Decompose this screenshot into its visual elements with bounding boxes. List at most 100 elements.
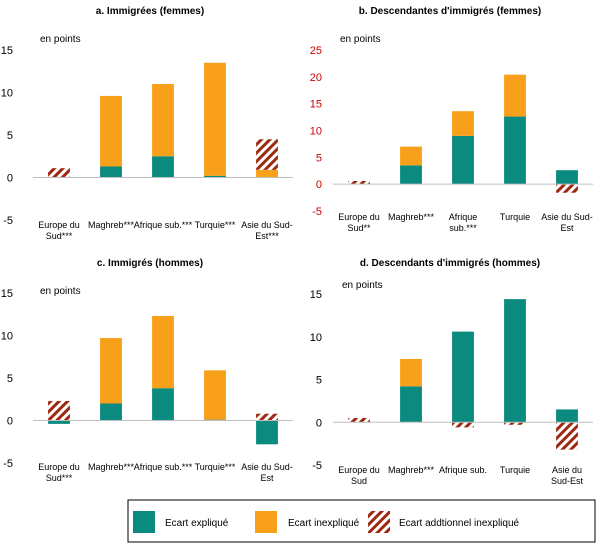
y-axis-label: en points [342,280,383,291]
chart-title: a. Immigrées (femmes) [96,6,204,17]
x-tick-label: sub.*** [449,223,477,233]
y-tick-label: -5 [3,458,13,470]
bar-segment [400,165,422,185]
x-tick-label: Europe du [38,220,80,230]
y-axis-label: en points [40,34,81,45]
legend-swatch [368,511,390,533]
chart-title: b. Descendantes d'immigrés (femmes) [359,6,541,17]
x-tick-label: Turquie*** [195,220,236,230]
bar-segment [256,420,278,445]
bar-segment [256,139,278,170]
x-tick-label: Est [260,473,274,483]
x-tick-label: Sud** [347,223,371,233]
y-tick-label: 15 [1,288,13,300]
x-tick-label: Asie du Sud- [241,220,293,230]
y-tick-label: 15 [1,45,13,57]
y-tick-label: 5 [7,373,13,385]
x-tick-label: Europe du [338,212,380,222]
x-tick-label: Europe du [338,465,380,475]
bar-segment [256,413,278,421]
y-tick-label: -5 [3,215,13,227]
chart-panel: c. Immigrés (hommes) en points -5 0 5 10 15 Eur… [1,258,293,483]
chart-panel: b. Descendantes d'immigrés (femmes) en po… [310,6,593,233]
bar-segment [48,400,70,421]
bar-segment [400,146,422,166]
y-tick-label: 15 [310,99,322,111]
chart-panel: d. Descendants d'immigrés (hommes) en poi… [310,258,593,486]
bar-segment [100,338,122,404]
legend-swatch [255,511,277,533]
chart-title: d. Descendants d'immigrés (hommes) [360,258,540,269]
bar-segment [152,315,174,389]
legend-label: Ecart addtionnel inexpliqué [399,518,520,529]
bar-segment [100,403,122,421]
bar-segment [452,331,474,423]
x-tick-label: Turquie*** [195,462,236,472]
x-tick-label: Sud [351,476,367,486]
bar-segment [204,370,226,420]
chart-panel: a. Immigrées (femmes) en points -5 0 5 10 15 Eu… [1,6,293,241]
x-tick-label: Afrique sub.*** [134,462,193,472]
legend-label: Ecart expliqué [165,518,229,529]
bar-segment [556,422,578,450]
bar-segment [504,422,526,425]
legend-swatch [133,511,155,533]
x-tick-label: Sud*** [46,473,73,483]
y-tick-label: -5 [312,206,322,218]
x-tick-label: Sud*** [46,231,73,241]
y-tick-label: 15 [310,289,322,301]
y-tick-label: 10 [1,88,13,100]
x-tick-label: Afrique sub.*** [134,220,193,230]
y-tick-label: 0 [316,417,322,429]
x-tick-label: Asie du Sud- [241,462,293,472]
bar-segment [48,420,70,424]
bar-segment [100,95,122,167]
x-tick-label: Afrique [449,212,478,222]
legend-label: Ecart inexpliqué [288,518,360,529]
y-tick-label: 0 [316,179,322,191]
y-tick-label: 25 [310,45,322,57]
y-axis-label: en points [340,34,381,45]
bar-segment [452,422,474,428]
bar-segment [400,386,422,423]
y-tick-label: 10 [310,332,322,344]
x-tick-label: Sud-Est [551,476,584,486]
bar-segment [556,184,578,193]
bar-segment [452,135,474,185]
y-tick-label: 5 [316,152,322,164]
bar-segment [204,62,226,176]
x-tick-label: Turquie [500,212,530,222]
y-tick-label: 5 [7,130,13,142]
bar-segment [556,170,578,185]
x-tick-label: Asie du Sud- [541,212,593,222]
y-axis-label: en points [40,286,81,297]
bar-segment [504,299,526,423]
bar-segment [504,116,526,185]
bar-segment [556,409,578,423]
bar-segment [48,168,70,178]
bar-segment [100,166,122,178]
x-tick-label: Afrique sub. [439,465,487,475]
y-tick-label: 0 [7,416,13,428]
bar-segment [504,74,526,117]
x-tick-label: Turquie [500,465,530,475]
bar-segment [400,358,422,387]
y-tick-label: 0 [7,173,13,185]
bar-segment [348,180,370,185]
bar-segment [452,111,474,136]
x-tick-label: Europe du [38,462,80,472]
bar-segment [152,388,174,421]
legend: Ecart expliqué Ecart inexpliqué Ecart addt… [127,499,596,543]
x-tick-label: Maghreb*** [388,465,435,475]
bar-segment [204,175,226,178]
y-tick-label: 20 [310,72,322,84]
legend-box [127,499,596,543]
bar-segment [256,169,278,178]
x-tick-label: Est*** [255,231,279,241]
x-tick-label: Asie du [552,465,582,475]
chart-title: c. Immigrés (hommes) [97,258,203,269]
x-tick-label: Maghreb*** [88,220,135,230]
y-tick-label: -5 [312,460,322,472]
